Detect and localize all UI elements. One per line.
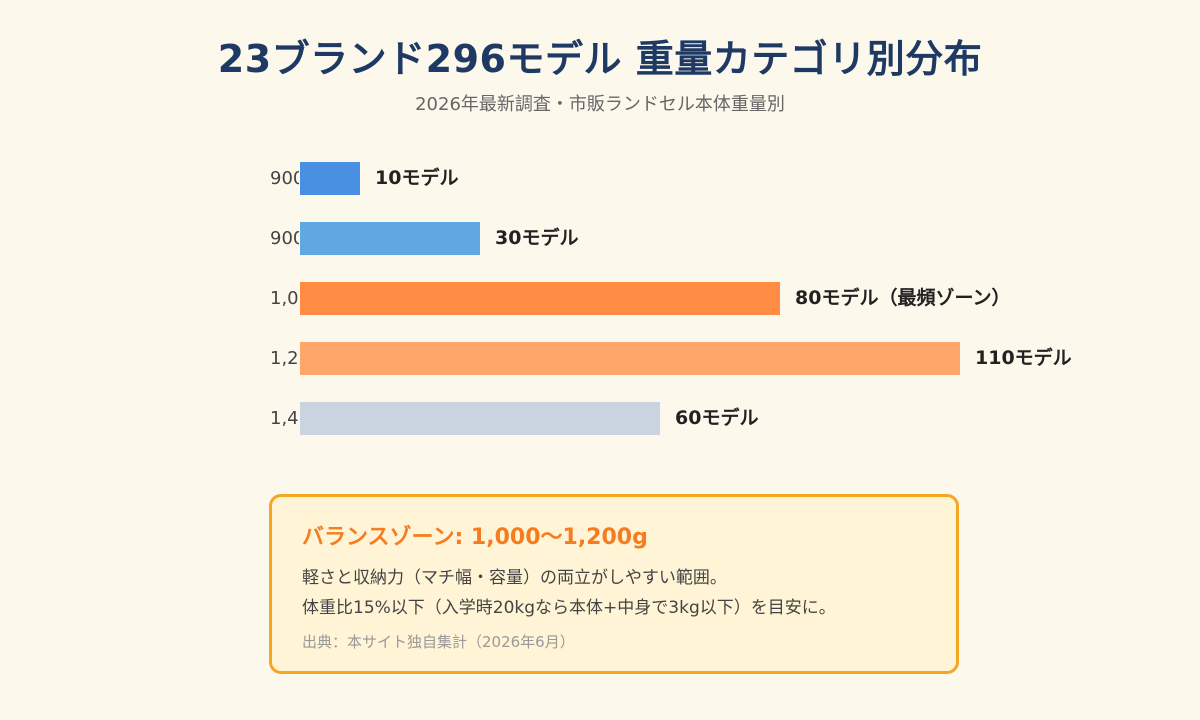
balance-zone-note: バランスゾーン: 1,000〜1,200g 軽さと収納力（マチ幅・容量）の両立が…	[269, 494, 959, 674]
bar	[300, 282, 780, 315]
bar	[300, 162, 360, 195]
page-subtitle: 2026年最新調査・市販ランドセル本体重量別	[415, 94, 785, 115]
category-label: 1,2	[270, 348, 299, 369]
value-label: 30モデル	[495, 227, 579, 249]
category-label: 1,0	[270, 288, 299, 309]
value-label: 80モデル（最頻ゾーン）	[795, 287, 1011, 309]
category-label: 1,4	[270, 408, 299, 429]
value-label: 110モデル	[975, 347, 1072, 369]
category-label: 900	[270, 168, 299, 189]
bar	[300, 402, 660, 435]
category-label: 900	[270, 228, 299, 249]
note-line-2: 体重比15%以下（入学時20kgなら本体+中身で3kg以下）を目安に。	[302, 598, 836, 618]
bar	[300, 222, 480, 255]
value-label: 10モデル	[375, 167, 459, 189]
value-label: 60モデル	[675, 407, 759, 429]
note-line-1: 軽さと収納力（マチ幅・容量）の両立がしやすい範囲。	[302, 568, 727, 588]
note-source: 出典：本サイト独自集計（2026年6月）	[302, 633, 575, 651]
bar	[300, 342, 960, 375]
page-title: 23ブランド296モデル 重量カテゴリ別分布	[217, 37, 983, 81]
note-heading: バランスゾーン: 1,000〜1,200g	[302, 525, 648, 550]
